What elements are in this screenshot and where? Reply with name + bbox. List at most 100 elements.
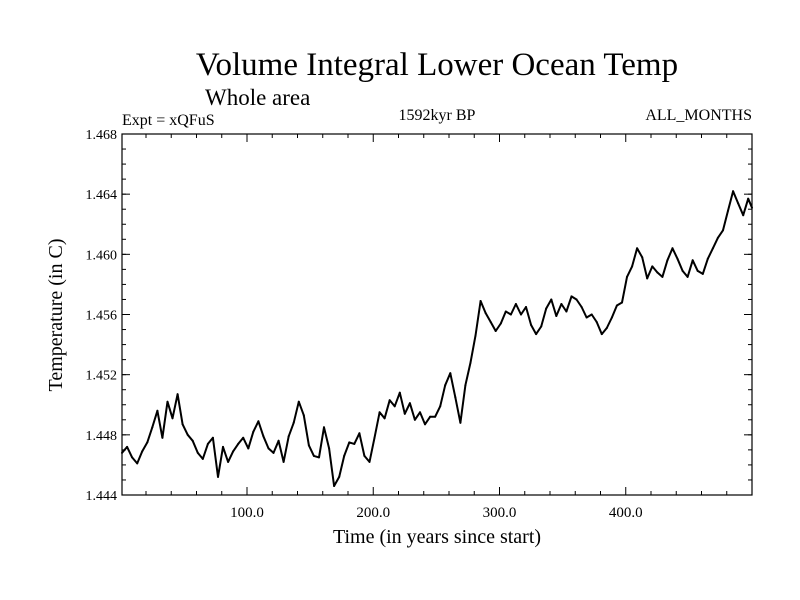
data-point: [686, 275, 689, 278]
data-point: [600, 333, 603, 336]
data-point: [732, 190, 735, 193]
data-point: [651, 265, 654, 268]
data-point: [297, 400, 300, 403]
data-point: [211, 436, 214, 439]
data-point: [565, 310, 568, 313]
data-point: [413, 418, 416, 421]
data-point: [545, 307, 548, 310]
data-point: [403, 412, 406, 415]
data-point: [595, 321, 598, 323]
data-point: [126, 445, 129, 448]
data-point: [525, 306, 527, 308]
data-point: [454, 396, 457, 399]
x-axis-label: Time (in years since start): [333, 526, 541, 548]
chart-title: Volume Integral Lower Ocean Temp: [196, 47, 678, 83]
data-point: [363, 454, 366, 457]
data-point: [646, 277, 649, 280]
data-point: [615, 304, 618, 307]
data-point: [535, 333, 538, 336]
data-point: [262, 435, 265, 438]
data-point: [277, 439, 280, 442]
data-point: [227, 460, 230, 463]
data-point: [222, 445, 224, 448]
data-point: [312, 454, 315, 457]
data-point: [131, 456, 134, 459]
data-point: [605, 327, 608, 329]
data-point: [307, 444, 310, 447]
data-point: [206, 442, 209, 445]
data-point: [494, 330, 497, 332]
data-point: [181, 423, 184, 426]
data-point: [560, 303, 563, 305]
x-tick-label: 300.0: [483, 505, 517, 521]
data-point: [196, 451, 199, 454]
data-point: [287, 435, 290, 438]
data-point: [378, 411, 381, 414]
data-point: [424, 423, 426, 426]
data-point: [610, 316, 613, 319]
x-axis: 100.0 200.0 300.0 400.0: [145, 134, 728, 521]
data-point: [171, 417, 174, 420]
data-point: [449, 372, 452, 375]
data-point: [368, 460, 371, 463]
data-point: [237, 442, 240, 445]
y-tick-label: 1.468: [86, 128, 118, 143]
data-point: [479, 300, 482, 302]
data-point: [555, 315, 558, 317]
data-point: [676, 257, 679, 260]
data-point: [722, 229, 724, 232]
data-point: [550, 298, 553, 301]
data-point: [302, 414, 305, 417]
data-point: [474, 334, 477, 337]
data-point: [504, 310, 507, 313]
data-point: [282, 460, 285, 463]
data-point: [257, 420, 260, 423]
data-point: [641, 256, 644, 259]
data-point: [727, 209, 729, 212]
data-point: [509, 313, 512, 316]
data-point: [121, 451, 123, 454]
data-point: [681, 269, 684, 272]
series-points: [121, 190, 753, 487]
age-label: 1592kyr BP: [399, 107, 476, 124]
experiment-label: Expt = xQFuS: [122, 112, 215, 129]
data-point: [373, 436, 376, 439]
data-point: [631, 265, 634, 268]
data-point: [136, 462, 139, 465]
data-point: [201, 457, 204, 460]
x-tick-label: 200.0: [356, 505, 390, 521]
data-point: [419, 411, 421, 414]
data-point: [156, 409, 159, 412]
data-point: [393, 405, 396, 408]
data-point: [383, 417, 386, 420]
data-point: [514, 303, 517, 305]
data-point: [323, 426, 325, 429]
data-point: [338, 475, 341, 478]
data-point: [671, 247, 674, 250]
months-label: ALL_MONTHS: [645, 107, 752, 124]
data-point: [358, 432, 361, 435]
data-point: [247, 447, 250, 450]
y-tick-label: 1.460: [86, 248, 118, 263]
data-point: [318, 456, 320, 459]
y-tick-label: 1.452: [86, 369, 118, 384]
y-tick-label: 1.444: [86, 489, 118, 504]
data-point: [530, 324, 533, 326]
data-point: [575, 298, 578, 301]
y-tick-label: 1.456: [86, 309, 118, 324]
data-point: [434, 415, 437, 418]
data-point: [691, 259, 694, 262]
data-point: [747, 197, 750, 200]
data-point: [590, 313, 593, 316]
data-point: [499, 322, 502, 325]
data-point: [333, 485, 336, 487]
data-point: [429, 415, 432, 418]
y-tick-label: 1.448: [86, 429, 118, 444]
data-point: [711, 247, 714, 250]
data-point: [353, 442, 356, 445]
x-tick-label: 400.0: [609, 505, 643, 521]
data-point: [186, 433, 189, 436]
data-point: [217, 475, 219, 478]
data-point: [176, 393, 179, 396]
